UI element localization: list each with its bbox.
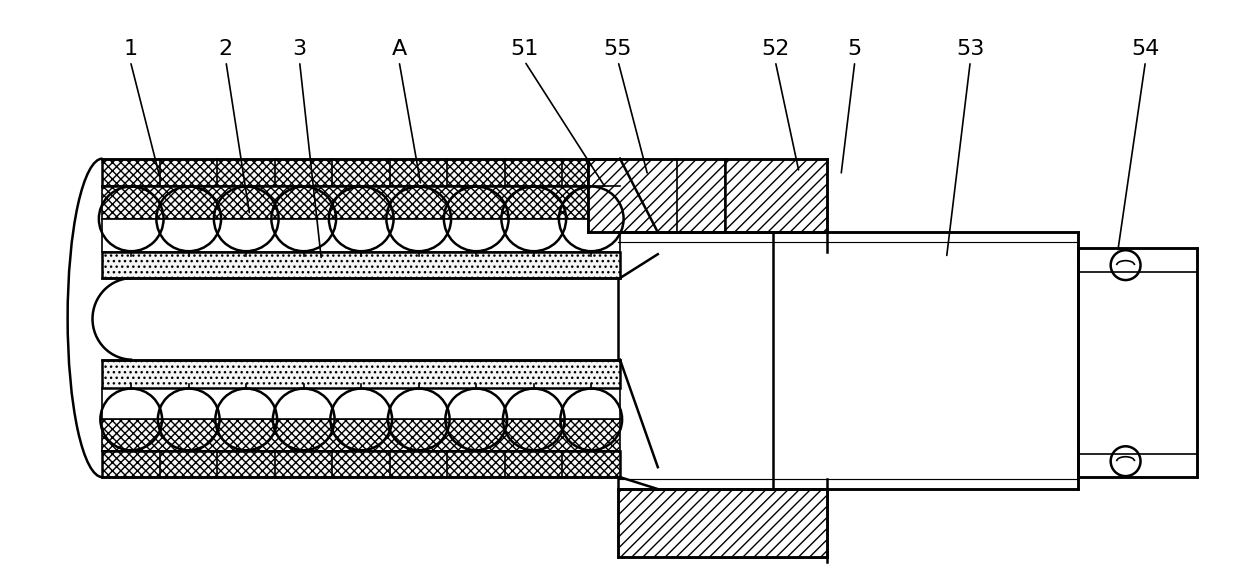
Bar xyxy=(588,159,725,232)
Text: 53: 53 xyxy=(956,39,985,59)
Text: 1: 1 xyxy=(123,39,138,59)
Text: 51: 51 xyxy=(511,39,538,59)
Text: 54: 54 xyxy=(1131,39,1159,59)
Bar xyxy=(103,159,620,186)
Bar xyxy=(103,360,620,387)
Bar xyxy=(1078,248,1198,477)
Bar xyxy=(103,419,620,451)
Bar xyxy=(725,159,827,232)
Bar xyxy=(103,186,620,219)
Text: 55: 55 xyxy=(604,39,632,59)
Bar xyxy=(618,232,1078,489)
Bar xyxy=(103,451,620,477)
Text: 2: 2 xyxy=(218,39,233,59)
Text: A: A xyxy=(392,39,407,59)
Bar xyxy=(618,489,827,557)
Bar xyxy=(103,387,620,419)
Text: 5: 5 xyxy=(848,39,862,59)
Bar xyxy=(103,252,620,278)
Text: 3: 3 xyxy=(293,39,306,59)
Bar xyxy=(103,219,620,252)
Text: 52: 52 xyxy=(761,39,790,59)
Bar xyxy=(680,489,827,557)
